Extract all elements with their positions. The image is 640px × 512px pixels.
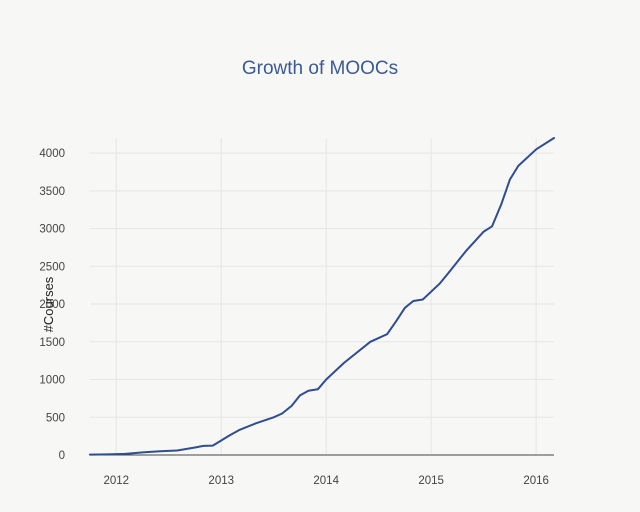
x-tick-label: 2012: [103, 475, 129, 487]
data-point: [123, 453, 126, 455]
data-point: [194, 446, 196, 449]
data-point: [212, 444, 214, 447]
y-tick-label: 3000: [39, 224, 65, 236]
y-axis-title: #Courses: [41, 276, 56, 332]
data-point: [438, 282, 441, 285]
data-point: [369, 340, 372, 343]
data-point: [290, 405, 293, 407]
y-tick-label: 0: [59, 450, 65, 462]
y-tick-label: 1000: [39, 375, 65, 387]
data-point: [325, 378, 327, 381]
y-tick-label: 2000: [39, 299, 65, 311]
data-point: [299, 394, 301, 397]
y-tick-label: 500: [46, 412, 65, 424]
data-point: [386, 333, 388, 336]
series-line: [89, 137, 555, 456]
data-point: [255, 422, 257, 425]
data-point: [176, 449, 178, 452]
data-point: [448, 271, 450, 274]
data-point: [500, 202, 503, 205]
y-tick-label: 3500: [39, 186, 65, 198]
data-point: [317, 388, 319, 391]
data-point: [89, 453, 91, 456]
data-point: [202, 445, 205, 447]
data-point: [509, 178, 511, 181]
y-tick-label: 2500: [39, 261, 65, 273]
data-point: [159, 450, 162, 453]
data-point: [491, 225, 493, 228]
data-point: [307, 390, 310, 392]
data-point: [107, 453, 109, 456]
data-point: [482, 230, 485, 233]
data-point: [272, 416, 275, 419]
x-tick-label: 2016: [523, 475, 549, 487]
data-point: [535, 148, 537, 151]
data-point: [404, 307, 406, 309]
y-tick-label: 4000: [39, 148, 65, 160]
data-point: [553, 137, 555, 139]
x-tick-label: 2013: [208, 475, 234, 487]
data-point: [517, 165, 520, 167]
data-point: [395, 319, 398, 322]
x-tick-label: 2014: [313, 475, 339, 487]
y-tick-label: 1500: [39, 337, 65, 349]
data-point: [412, 300, 415, 302]
x-tick-label: 2015: [418, 475, 444, 487]
data-point: [281, 412, 283, 415]
chart-title: Growth of MOOCs: [241, 58, 399, 79]
data-point: [465, 250, 467, 253]
data-point: [238, 429, 240, 431]
data-point: [228, 434, 231, 437]
data-point: [343, 362, 345, 364]
data-point: [421, 298, 424, 301]
data-point: [141, 451, 144, 454]
